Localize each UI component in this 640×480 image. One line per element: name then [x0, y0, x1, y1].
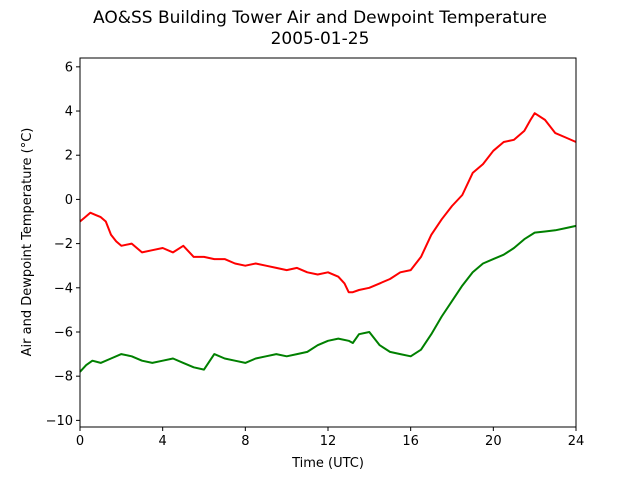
series-line-1: [79, 112, 577, 294]
x-tick-label: 24: [568, 434, 585, 449]
y-tick-label: 4: [65, 105, 73, 120]
series-line-2: [79, 224, 577, 373]
x-tick-label: 8: [241, 434, 249, 449]
x-tick-label: 0: [76, 434, 84, 449]
x-tick-label: 4: [159, 434, 167, 449]
y-tick-label: −2: [54, 237, 73, 252]
y-tick-label: −6: [54, 325, 73, 340]
x-tick-label: 16: [402, 434, 419, 449]
y-tick-label: 2: [65, 149, 73, 164]
x-tick-label: 12: [320, 434, 337, 449]
x-axis-label: Time (UTC): [291, 456, 364, 471]
x-tick-label: 20: [485, 434, 502, 449]
chart-subtitle: 2005-01-25: [270, 29, 370, 49]
y-tick-label: −10: [46, 414, 73, 429]
plot-frame: [79, 57, 577, 428]
y-tick-label: 6: [65, 60, 73, 75]
series-layer: [79, 112, 577, 373]
chart-title: AO&SS Building Tower Air and Dewpoint Te…: [92, 8, 547, 28]
y-tick-label: −8: [54, 370, 73, 385]
y-tick-label: 0: [65, 193, 73, 208]
y-axis-label: Air and Dewpoint Temperature (°C): [20, 128, 35, 357]
y-tick-label: −4: [54, 281, 73, 296]
